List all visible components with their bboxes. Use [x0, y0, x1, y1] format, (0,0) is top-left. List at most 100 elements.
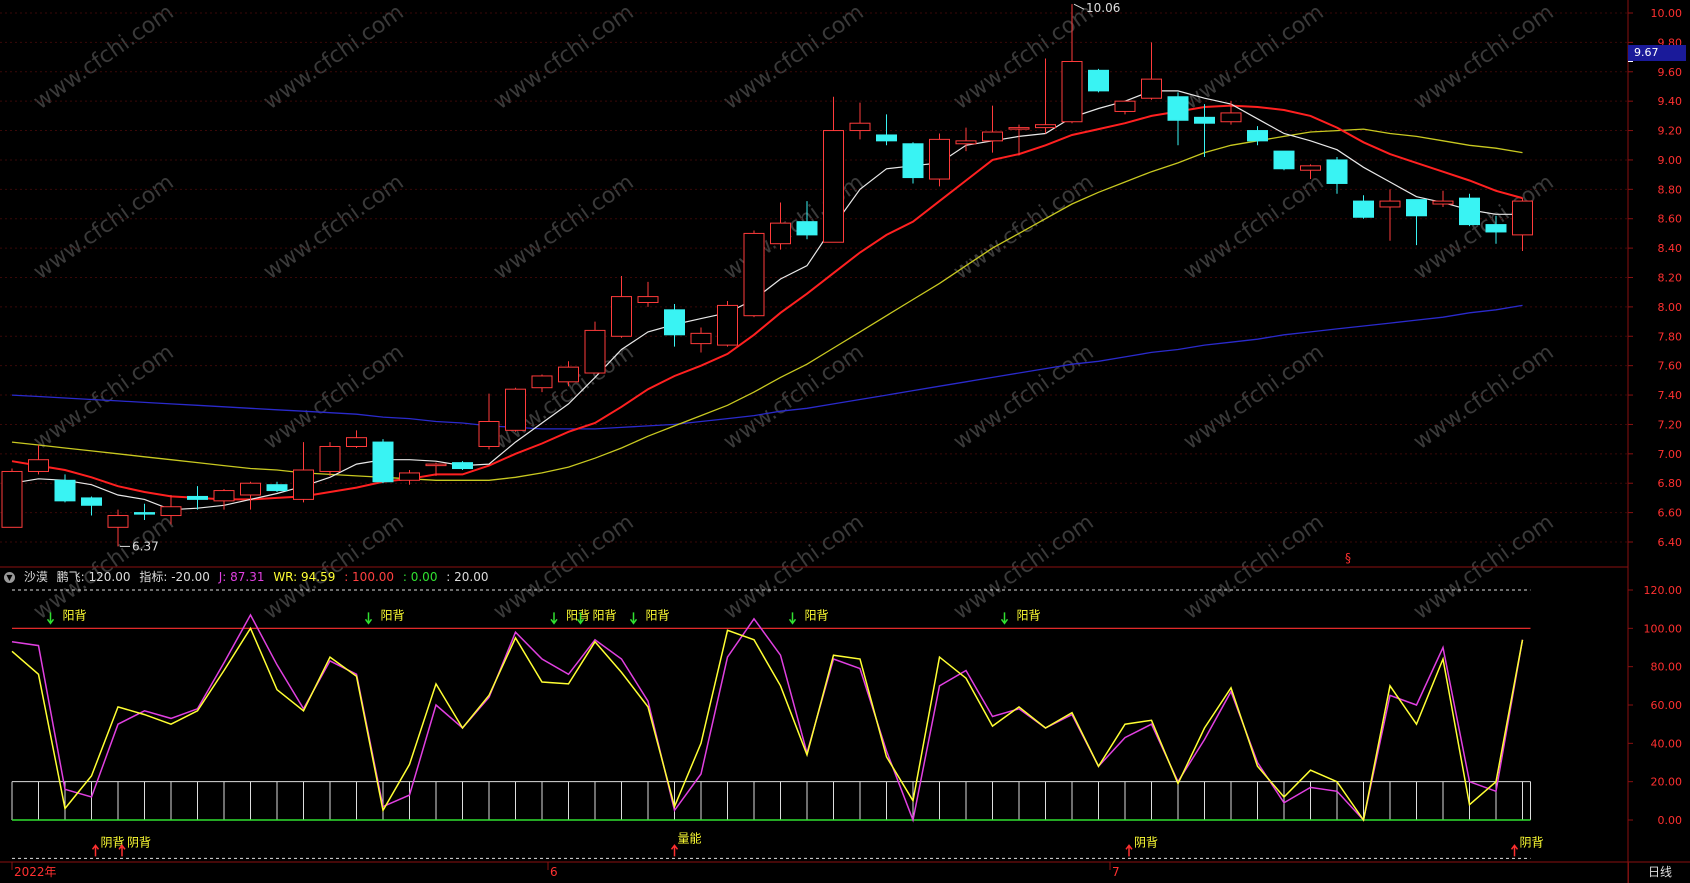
watermark-text: www.cfchi.com — [259, 340, 408, 455]
candle-body — [160, 506, 182, 517]
energy-label: 量能 — [678, 831, 702, 845]
candle-down — [664, 303, 685, 347]
watermark-text: www.cfchi.com — [489, 170, 638, 285]
candle-up — [107, 509, 129, 547]
period-tab[interactable]: 日线 — [1628, 862, 1690, 883]
price-tick-label: 9.00 — [1658, 154, 1683, 167]
red-arrow-icon — [91, 844, 100, 857]
candle-body — [452, 462, 473, 470]
candle-body — [1035, 124, 1056, 129]
watermark-text: www.cfchi.com — [1179, 170, 1328, 285]
price-tick-label: 6.80 — [1658, 477, 1683, 490]
candle-up — [743, 230, 765, 318]
watermark-text: www.cfchi.com — [1409, 0, 1558, 115]
candle-down — [1406, 199, 1427, 246]
candle-body — [1326, 159, 1348, 184]
candle-down — [452, 461, 473, 470]
green-signal-label: 阳背 — [1017, 608, 1041, 622]
dividend-marker: § — [1345, 551, 1351, 565]
candle-up — [1379, 189, 1401, 241]
candle-body — [1459, 197, 1480, 226]
candle-body — [1167, 96, 1189, 121]
candle-body — [664, 309, 685, 336]
param-zhibiao: 指标: -20.00 — [139, 570, 210, 584]
candle-body — [372, 441, 394, 483]
candle-body — [54, 479, 76, 502]
candle-body — [1008, 127, 1030, 130]
candle-up — [849, 102, 871, 140]
time-label: 6 — [550, 865, 558, 879]
red-signal-label: 阴背 — [101, 835, 125, 849]
candle-down — [81, 496, 102, 516]
green-arrow-icon — [1000, 612, 1009, 625]
candle-body — [796, 221, 818, 236]
candle-body — [319, 445, 341, 472]
candle-body — [690, 332, 712, 345]
watermark-text: www.cfchi.com — [259, 0, 408, 115]
candle-down — [1353, 195, 1374, 219]
candle-body — [1061, 60, 1083, 123]
candle-body — [929, 138, 950, 180]
candle-body — [107, 515, 129, 528]
low-label: 6.37 — [132, 539, 159, 553]
candle-body — [478, 421, 500, 447]
line-20-value: : 20.00 — [446, 570, 489, 584]
candle-body — [213, 490, 235, 502]
candle-up — [584, 321, 606, 374]
param-pengfei: 鹏飞: 120.00 — [56, 570, 131, 584]
candle-body — [823, 130, 844, 243]
candle-body — [849, 122, 871, 132]
candle-body — [346, 437, 367, 447]
indicator-name[interactable]: 沙漠 — [23, 570, 48, 584]
candle-body — [399, 472, 420, 481]
candle-down — [266, 481, 288, 493]
price-tick-label: 8.20 — [1658, 272, 1683, 285]
candle-body — [425, 463, 447, 467]
watermark-text: www.cfchi.com — [949, 170, 1098, 285]
candle-up — [531, 374, 553, 393]
candle-body — [637, 296, 659, 303]
candle-body — [134, 512, 155, 515]
ind-tick-label: 40.00 — [1651, 737, 1683, 750]
candle-up — [1035, 58, 1056, 134]
candle-body — [1114, 100, 1136, 112]
price-tick-label: 8.00 — [1658, 301, 1683, 314]
candle-up — [1114, 100, 1136, 115]
candle-down — [1459, 193, 1480, 227]
candle-body — [240, 482, 261, 496]
candle-down — [1194, 104, 1215, 158]
candle-up — [160, 494, 182, 525]
ind-tick-label: 80.00 — [1651, 661, 1683, 674]
green-arrow-icon — [550, 612, 558, 625]
candle-body — [717, 304, 738, 346]
candle-up — [690, 327, 712, 353]
candle-up — [399, 469, 420, 485]
price-tick-label: 9.60 — [1658, 66, 1683, 79]
collapse-icon[interactable]: ▼ — [4, 572, 15, 583]
candle-body — [531, 375, 553, 389]
candle-down — [187, 486, 208, 510]
candle-body — [1432, 200, 1454, 205]
candle-body — [293, 469, 314, 500]
candle-up — [611, 276, 632, 338]
price-tick-label: 9.40 — [1658, 95, 1683, 108]
candle-body — [1300, 165, 1321, 171]
green-arrow-icon — [364, 612, 373, 625]
candle-down — [1273, 150, 1295, 171]
ind-tick-label: 0.00 — [1658, 814, 1683, 827]
candle-up — [955, 127, 977, 152]
ind-tick-label: 20.00 — [1651, 776, 1683, 789]
ma5-line — [11, 90, 1523, 511]
candle-up — [929, 133, 950, 187]
watermark-text: www.cfchi.com — [29, 170, 178, 285]
time-label: 2022年 — [14, 865, 57, 879]
candle-body — [611, 296, 632, 337]
watermark-text: www.cfchi.com — [1409, 340, 1558, 455]
candle-body — [505, 388, 526, 431]
red-arrow-icon — [1125, 844, 1133, 857]
candle-down — [54, 474, 76, 503]
ind-tick-label: 100.00 — [1644, 622, 1683, 635]
price-tick-label: 6.40 — [1658, 536, 1683, 549]
candle-body — [876, 134, 897, 142]
